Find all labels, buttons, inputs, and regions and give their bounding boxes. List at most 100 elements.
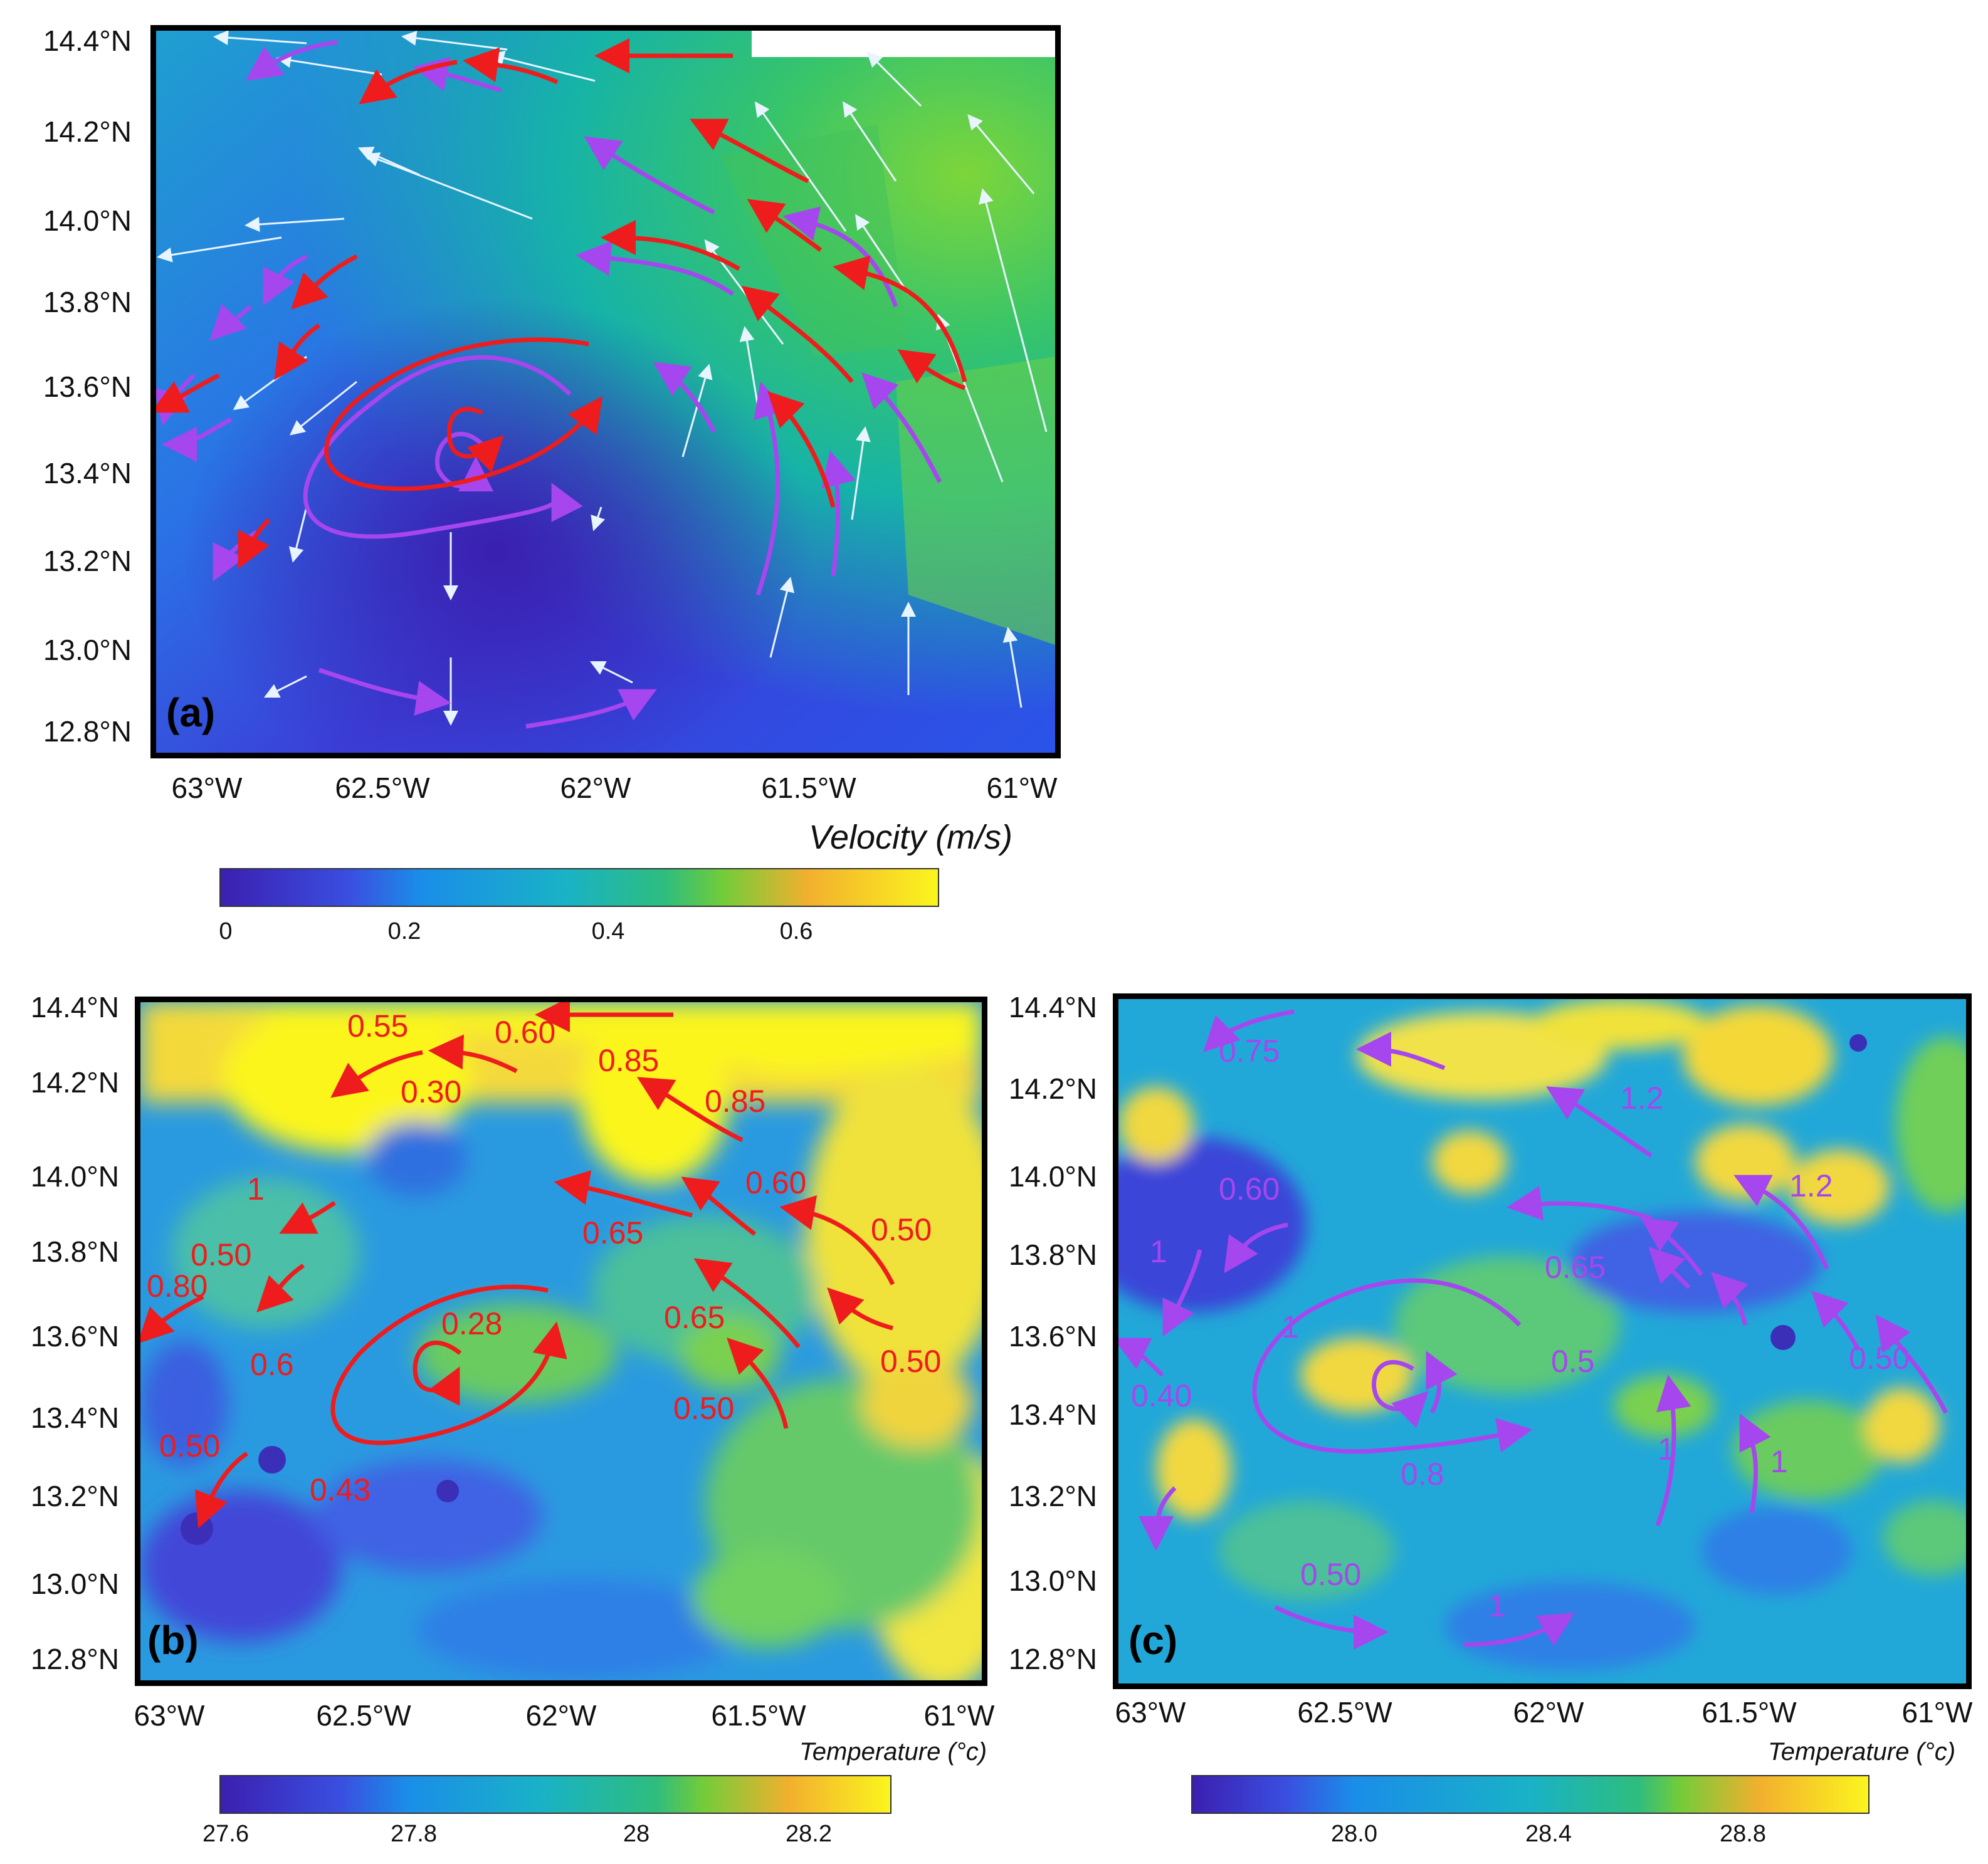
lon-tick: 62°W: [1513, 1696, 1584, 1729]
speed-label: 1: [1488, 1588, 1506, 1623]
lon-tick: 63°W: [134, 1699, 205, 1732]
speed-label: 0.50: [159, 1428, 220, 1463]
speed-label: 0.60: [745, 1165, 806, 1200]
speed-label: 0.8: [1401, 1457, 1444, 1492]
lat-tick: 13.4°N: [43, 457, 132, 490]
lat-tick: 13.8°N: [30, 1235, 119, 1268]
panel-b-map: 0.55 0.60 0.85 0.30 0.85 1 0.60 0.65 0.5…: [135, 997, 987, 1686]
speed-label: 0.60: [1219, 1171, 1280, 1207]
speed-label: 1: [1770, 1444, 1788, 1479]
speed-label: 0.50: [673, 1391, 734, 1426]
colorbar-tick: 28.0: [1331, 1821, 1377, 1847]
red-current-arrows: [156, 38, 967, 569]
lon-tick: 62.5°W: [1297, 1696, 1392, 1729]
speed-label: 0.60: [495, 1015, 555, 1050]
lon-tick: 61.5°W: [1701, 1696, 1797, 1729]
speed-label: 1: [1658, 1432, 1675, 1467]
lat-tick: 13.8°N: [1008, 1238, 1097, 1271]
lat-tick: 14.2°N: [30, 1066, 119, 1099]
lat-tick: 14.4°N: [43, 24, 132, 57]
lat-tick: 12.8°N: [43, 715, 132, 748]
speed-label: 0.6: [250, 1347, 294, 1382]
lat-tick: 13.6°N: [43, 370, 132, 403]
panel-a-map: [150, 25, 1061, 758]
lat-tick: 13.0°N: [30, 1568, 119, 1600]
temperature-colorbar-b: [219, 1775, 891, 1814]
colorbar-tick: 28.8: [1720, 1821, 1766, 1847]
speed-label: 0.50: [1849, 1341, 1910, 1376]
lat-tick: 13.6°N: [30, 1320, 119, 1353]
speed-label: 0.5: [1551, 1344, 1595, 1379]
lat-tick: 12.8°N: [30, 1643, 119, 1675]
speed-label: 1.2: [1789, 1168, 1833, 1203]
lat-tick: 13.8°N: [43, 286, 132, 318]
lat-tick: 14.2°N: [1008, 1072, 1097, 1105]
lat-tick: 13.0°N: [43, 634, 132, 666]
lon-tick: 63°W: [1115, 1696, 1186, 1729]
lat-tick: 13.0°N: [1008, 1564, 1097, 1597]
speed-label: 1: [1281, 1309, 1299, 1344]
colorbar-tick: 0.4: [591, 918, 625, 945]
colorbar-tick: 28.4: [1525, 1821, 1572, 1847]
speed-label: 1: [247, 1171, 265, 1207]
speed-label: 0.40: [1131, 1378, 1192, 1413]
speed-label: 0.85: [598, 1043, 659, 1078]
speed-label: 0.43: [310, 1472, 371, 1507]
colorbar-tick: 27.8: [391, 1821, 437, 1847]
lat-tick: 12.8°N: [1008, 1643, 1097, 1675]
lon-tick: 62.5°W: [316, 1699, 411, 1732]
speed-label: 1: [1150, 1234, 1167, 1269]
panel-b-red-arrows: [140, 1002, 895, 1529]
velocity-colorbar: [219, 868, 939, 907]
speed-label: 0.65: [664, 1300, 725, 1335]
speed-label: 0.65: [582, 1215, 643, 1250]
speed-label: 1.2: [1620, 1081, 1664, 1116]
speed-label: 0.55: [347, 1008, 408, 1044]
speed-label: 0.50: [1300, 1557, 1361, 1592]
speed-label: 0.30: [401, 1074, 461, 1109]
temperature-colorbar-title-b: Temperature (°c): [799, 1738, 987, 1766]
missing-data-strip: [752, 31, 1055, 57]
colorbar-tick: 0: [219, 918, 233, 945]
lat-tick: 14.0°N: [43, 204, 132, 237]
lon-tick: 61°W: [986, 772, 1058, 804]
lat-tick: 14.2°N: [43, 115, 132, 148]
colorbar-tick: 28.2: [786, 1821, 832, 1847]
panel-a-label: (a): [166, 690, 216, 735]
lon-tick: 63°W: [171, 772, 243, 804]
speed-label: 0.65: [1545, 1250, 1606, 1285]
lat-tick: 13.2°N: [30, 1480, 119, 1512]
panel-c-purple-arrows: [1118, 1009, 1949, 1650]
speed-label: 0.28: [441, 1306, 502, 1341]
panel-b-speed-labels: 0.55 0.60 0.85 0.30 0.85 1 0.60 0.65 0.5…: [147, 1008, 941, 1507]
lat-tick: 14.0°N: [1008, 1160, 1097, 1193]
lon-tick: 62°W: [560, 772, 631, 804]
temperature-colorbar-title-c: Temperature (°c): [1768, 1738, 1956, 1766]
panel-b-temperature-field: 0.55 0.60 0.85 0.30 0.85 1 0.60 0.65 0.5…: [140, 1002, 982, 1680]
lon-tick: 62°W: [525, 1699, 597, 1732]
speed-label: 0.50: [191, 1237, 251, 1272]
panel-c-speed-labels: 0.75 1.2 0.60 1.2 1 0.65 1 0.5 0.50 0.40…: [1131, 1034, 1910, 1623]
speed-label: 0.75: [1219, 1034, 1280, 1069]
lat-tick: 13.6°N: [1008, 1320, 1097, 1353]
lat-tick: 13.2°N: [1008, 1480, 1097, 1512]
lon-tick: 62.5°W: [335, 772, 430, 804]
colorbar-tick: 27.6: [202, 1821, 249, 1847]
lat-tick: 13.4°N: [1008, 1398, 1097, 1431]
lat-tick: 13.2°N: [43, 545, 132, 577]
panel-c-label: (c): [1128, 1618, 1178, 1663]
colorbar-tick: 0.2: [387, 918, 421, 945]
lon-tick: 61°W: [923, 1699, 995, 1732]
panel-c-map: 0.75 1.2 0.60 1.2 1 0.65 1 0.5 0.50 0.40…: [1113, 993, 1972, 1689]
panel-b-label: (b): [147, 1618, 199, 1663]
speed-label: 0.80: [147, 1269, 208, 1304]
speed-label: 0.85: [705, 1084, 765, 1119]
colorbar-tick: 28: [623, 1821, 650, 1847]
lat-tick: 14.0°N: [30, 1160, 119, 1193]
speed-label: 0.50: [871, 1212, 932, 1247]
lon-tick: 61°W: [1901, 1696, 1973, 1729]
panel-a-velocity-field: [156, 31, 1055, 753]
lat-tick: 13.4°N: [30, 1401, 119, 1434]
lon-tick: 61.5°W: [761, 772, 856, 804]
temperature-colorbar-c: [1191, 1775, 1870, 1814]
